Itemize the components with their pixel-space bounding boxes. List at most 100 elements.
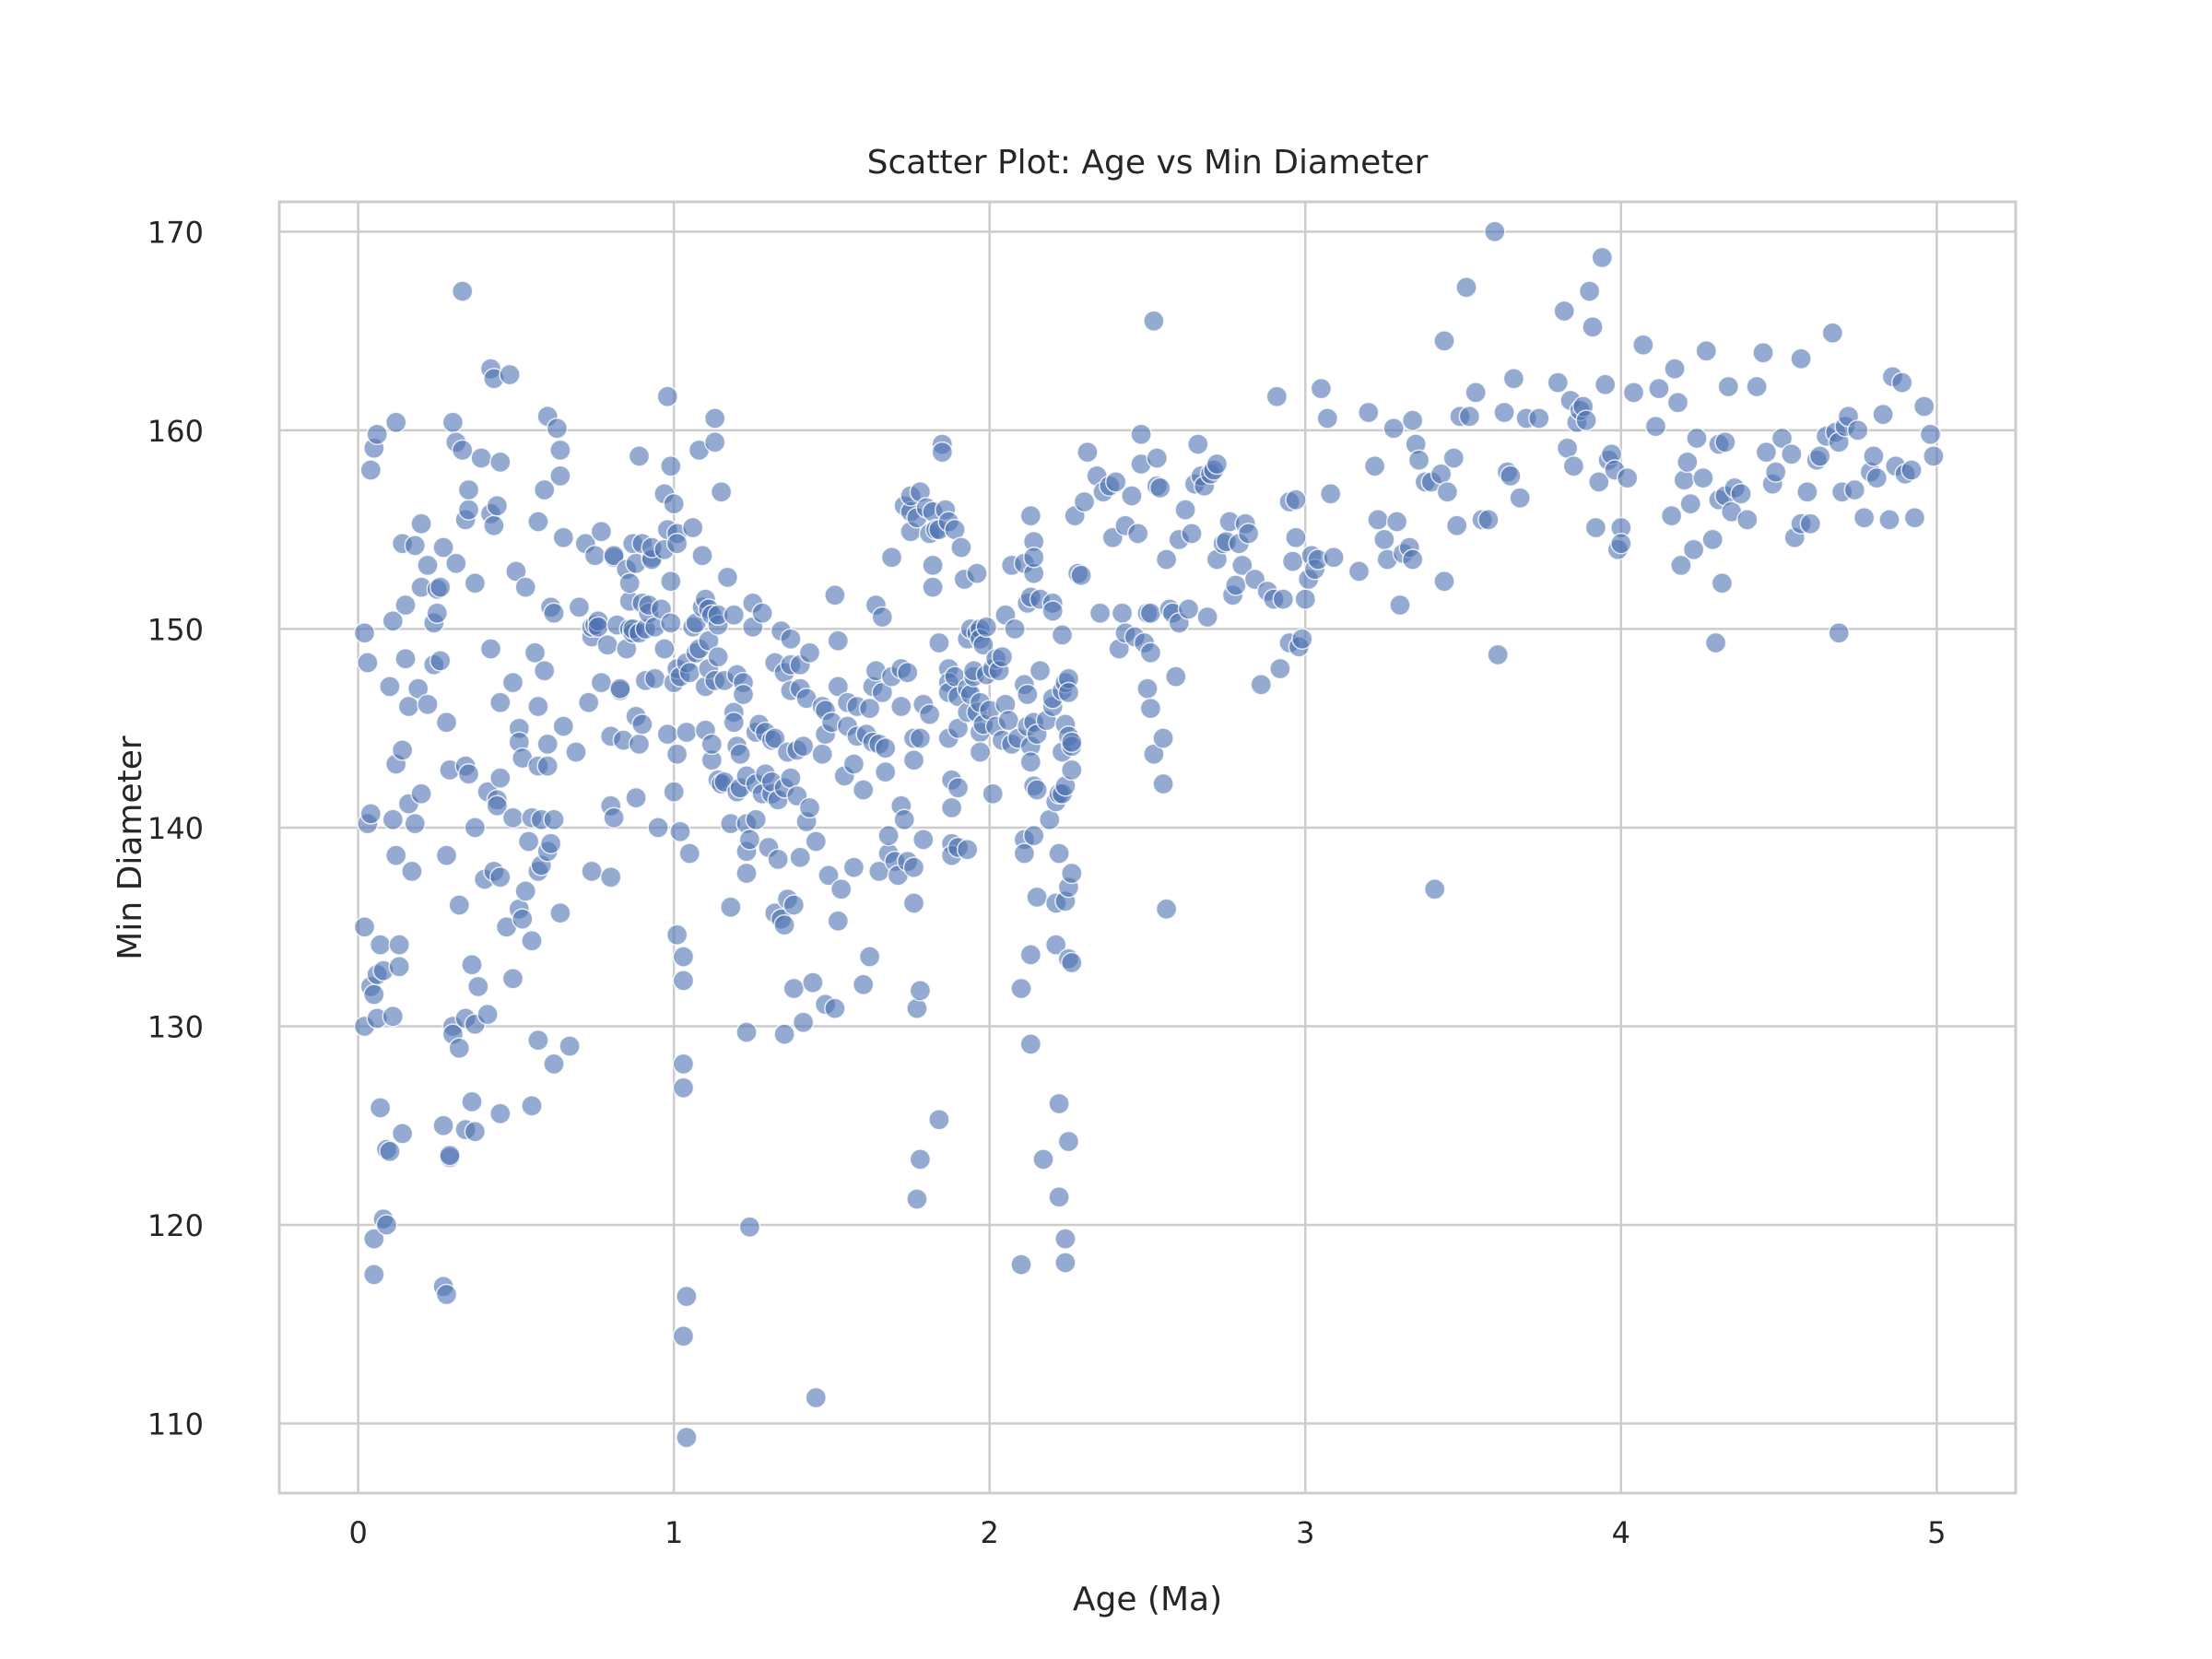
data-point <box>1048 1092 1070 1115</box>
data-point <box>483 514 505 537</box>
data-point <box>827 676 850 698</box>
data-point <box>1323 547 1345 569</box>
data-point <box>1310 377 1333 400</box>
data-point <box>587 616 609 639</box>
data-point <box>703 407 726 429</box>
data-point <box>384 411 407 433</box>
data-point <box>1319 483 1342 505</box>
data-point <box>700 733 724 756</box>
data-point <box>461 953 483 976</box>
data-point <box>691 544 713 567</box>
data-point <box>663 492 685 515</box>
y-axis-label: Min Diameter <box>112 735 149 960</box>
data-point <box>505 560 527 582</box>
data-point <box>549 901 571 924</box>
x-tick-label: 5 <box>1927 1515 1946 1550</box>
data-point <box>391 1123 414 1145</box>
data-point <box>1648 377 1670 400</box>
data-point <box>363 983 385 1006</box>
data-point <box>559 1035 581 1057</box>
data-point <box>1660 504 1683 527</box>
data-point <box>499 363 521 386</box>
data-point <box>441 411 465 433</box>
data-point <box>858 697 881 720</box>
data-point <box>1130 423 1152 445</box>
data-point <box>1752 342 1774 364</box>
x-tick-label: 3 <box>1296 1515 1314 1550</box>
data-point <box>631 713 653 735</box>
data-point <box>735 862 758 885</box>
data-point <box>1878 509 1900 531</box>
data-point <box>512 908 534 930</box>
data-point <box>1347 560 1371 582</box>
data-point <box>464 572 487 594</box>
data-point <box>1265 385 1288 407</box>
data-point <box>1746 375 1768 398</box>
data-point <box>902 748 925 771</box>
chart-title: Scatter Plot: Age vs Min Diameter <box>867 144 1429 182</box>
data-point <box>969 741 992 763</box>
data-point <box>947 777 970 799</box>
data-point <box>896 662 919 684</box>
data-point <box>1594 373 1617 396</box>
y-tick-label: 150 <box>147 612 204 647</box>
data-point <box>618 572 641 594</box>
data-point <box>1679 492 1701 515</box>
data-point <box>406 677 429 700</box>
data-point <box>1664 358 1686 380</box>
data-point <box>628 445 651 467</box>
data-point <box>665 924 688 947</box>
data-point <box>656 385 679 407</box>
data-point <box>435 844 458 866</box>
data-point <box>909 1148 932 1171</box>
data-point <box>524 641 547 665</box>
data-point <box>596 633 618 656</box>
data-point <box>1509 487 1531 509</box>
data-point <box>931 441 954 464</box>
data-point <box>792 735 815 758</box>
data-point <box>451 439 474 462</box>
data-point <box>552 526 575 549</box>
data-point <box>1644 415 1667 438</box>
data-point <box>394 647 417 670</box>
data-point <box>1730 483 1752 505</box>
data-point <box>1165 665 1187 688</box>
data-point <box>1704 631 1727 654</box>
data-point <box>435 1283 458 1306</box>
data-point <box>1177 598 1200 620</box>
data-point <box>1281 550 1304 572</box>
data-point <box>1553 300 1575 323</box>
data-point <box>1077 441 1099 464</box>
data-point <box>581 860 603 883</box>
data-point <box>1401 548 1424 571</box>
data-point <box>997 709 1020 732</box>
data-point <box>902 856 925 878</box>
data-point <box>1272 588 1295 610</box>
data-point <box>432 536 454 559</box>
data-point <box>1445 514 1468 537</box>
points-layer <box>353 220 1945 1449</box>
data-point <box>1711 572 1734 594</box>
data-point <box>1493 401 1515 424</box>
data-point <box>1382 417 1405 440</box>
data-point <box>1225 574 1247 596</box>
data-point <box>928 1109 950 1131</box>
y-tick-label: 110 <box>147 1407 204 1442</box>
data-point <box>429 650 452 672</box>
data-point <box>363 1228 385 1250</box>
data-point <box>676 1285 698 1308</box>
ticks-layer: 0 1 2 3 4 5 110 120 130 140 150 160 170 <box>147 215 1947 1550</box>
data-point <box>1736 509 1759 531</box>
data-point <box>536 755 559 777</box>
data-point <box>359 459 382 481</box>
data-point <box>565 741 587 763</box>
data-point <box>1136 677 1159 700</box>
data-point <box>549 465 571 488</box>
data-point <box>928 631 950 654</box>
data-point <box>975 616 998 639</box>
data-point <box>517 830 540 853</box>
data-point <box>1022 824 1045 847</box>
data-point <box>432 1114 454 1137</box>
data-point <box>1500 465 1522 488</box>
data-point <box>1407 449 1430 471</box>
